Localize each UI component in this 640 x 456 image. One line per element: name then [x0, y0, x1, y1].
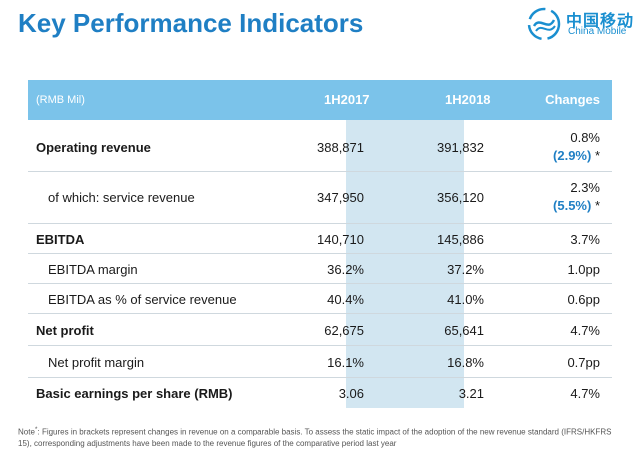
table-row-ebitda-service-pct: EBITDA as % of service revenue 40.4% 41.…	[28, 284, 612, 314]
table-header: (RMB Mil) 1H2017 1H2018 Changes	[28, 80, 612, 120]
column-header-1h2018: 1H2018	[445, 92, 491, 107]
column-header-1h2017: 1H2017	[324, 92, 370, 107]
page-title: Key Performance Indicators	[18, 8, 364, 38]
value-1h2018: 3.21	[458, 386, 484, 401]
table-row-ebitda: EBITDA 140,710 145,886 3.7%	[28, 224, 612, 254]
row-label: EBITDA	[36, 232, 85, 247]
value-1h2018: 41.0%	[447, 292, 484, 307]
value-1h2017: 40.4%	[327, 292, 364, 307]
value-1h2018: 37.2%	[447, 262, 484, 277]
value-1h2018: 391,832	[437, 140, 484, 155]
footnote-prefix: Note	[18, 427, 35, 437]
kpi-table: (RMB Mil) 1H2017 1H2018 Changes	[28, 80, 612, 120]
table-row-operating-revenue: Operating revenue 388,871 391,832 0.8% (…	[28, 120, 612, 172]
logo-chinese-text: 中国移动	[566, 11, 635, 30]
value-change: 0.6pp	[567, 292, 600, 307]
value-change: 0.8%	[570, 130, 600, 145]
value-change-comparable: (2.9%) *	[553, 148, 600, 163]
value-change: 4.7%	[570, 386, 600, 401]
value-change: 0.7pp	[567, 355, 600, 370]
value-1h2017: 347,950	[317, 190, 364, 205]
value-1h2018: 145,886	[437, 232, 484, 247]
comparable-change: (2.9%)	[553, 148, 592, 163]
footnote-marker: *	[34, 426, 38, 433]
table-row-eps: Basic earnings per share (RMB) 3.06 3.21…	[28, 378, 612, 408]
value-1h2017: 3.06	[338, 386, 364, 401]
footnote-star: *	[591, 148, 600, 163]
unit-label: (RMB Mil)	[36, 94, 85, 106]
table-row-net-profit-margin: Net profit margin 16.1% 16.8% 0.7pp	[28, 346, 612, 378]
value-change: 4.7%	[570, 323, 600, 338]
row-label: of which: service revenue	[48, 190, 195, 205]
value-1h2017: 16.1%	[327, 355, 364, 370]
row-label: Basic earnings per share (RMB)	[36, 386, 233, 401]
china-mobile-logo-icon	[527, 7, 561, 41]
value-change: 2.3%	[570, 180, 600, 195]
value-change: 1.0pp	[567, 262, 600, 277]
value-1h2017: 140,710	[317, 232, 364, 247]
row-label: EBITDA as % of service revenue	[48, 292, 237, 307]
row-label: Net profit	[36, 323, 94, 338]
footnote-star: *	[591, 198, 600, 213]
china-mobile-logo: 中国移动 China Mobile	[526, 6, 636, 42]
row-label: Operating revenue	[36, 140, 151, 155]
highlight-column-1h2018	[346, 120, 464, 408]
column-header-changes: Changes	[545, 92, 600, 107]
value-1h2017: 62,675	[324, 323, 364, 338]
comparable-change: (5.5%)	[553, 198, 592, 213]
value-1h2018: 356,120	[437, 190, 484, 205]
footnote-text: : Figures in brackets represent changes …	[18, 427, 612, 448]
value-change: 3.7%	[570, 232, 600, 247]
value-1h2018: 65,641	[444, 323, 484, 338]
logo-english-text: China Mobile	[568, 26, 627, 37]
value-change-comparable: (5.5%) *	[553, 198, 600, 213]
footnote: Note*: Figures in brackets represent cha…	[18, 424, 622, 449]
row-label: EBITDA margin	[48, 262, 138, 277]
value-1h2017: 388,871	[317, 140, 364, 155]
table-row-net-profit: Net profit 62,675 65,641 4.7%	[28, 314, 612, 346]
row-label: Net profit margin	[48, 355, 145, 370]
table-row-service-revenue: of which: service revenue 347,950 356,12…	[28, 172, 612, 224]
value-1h2018: 16.8%	[447, 355, 484, 370]
value-1h2017: 36.2%	[327, 262, 364, 277]
table-row-ebitda-margin: EBITDA margin 36.2% 37.2% 1.0pp	[28, 254, 612, 284]
